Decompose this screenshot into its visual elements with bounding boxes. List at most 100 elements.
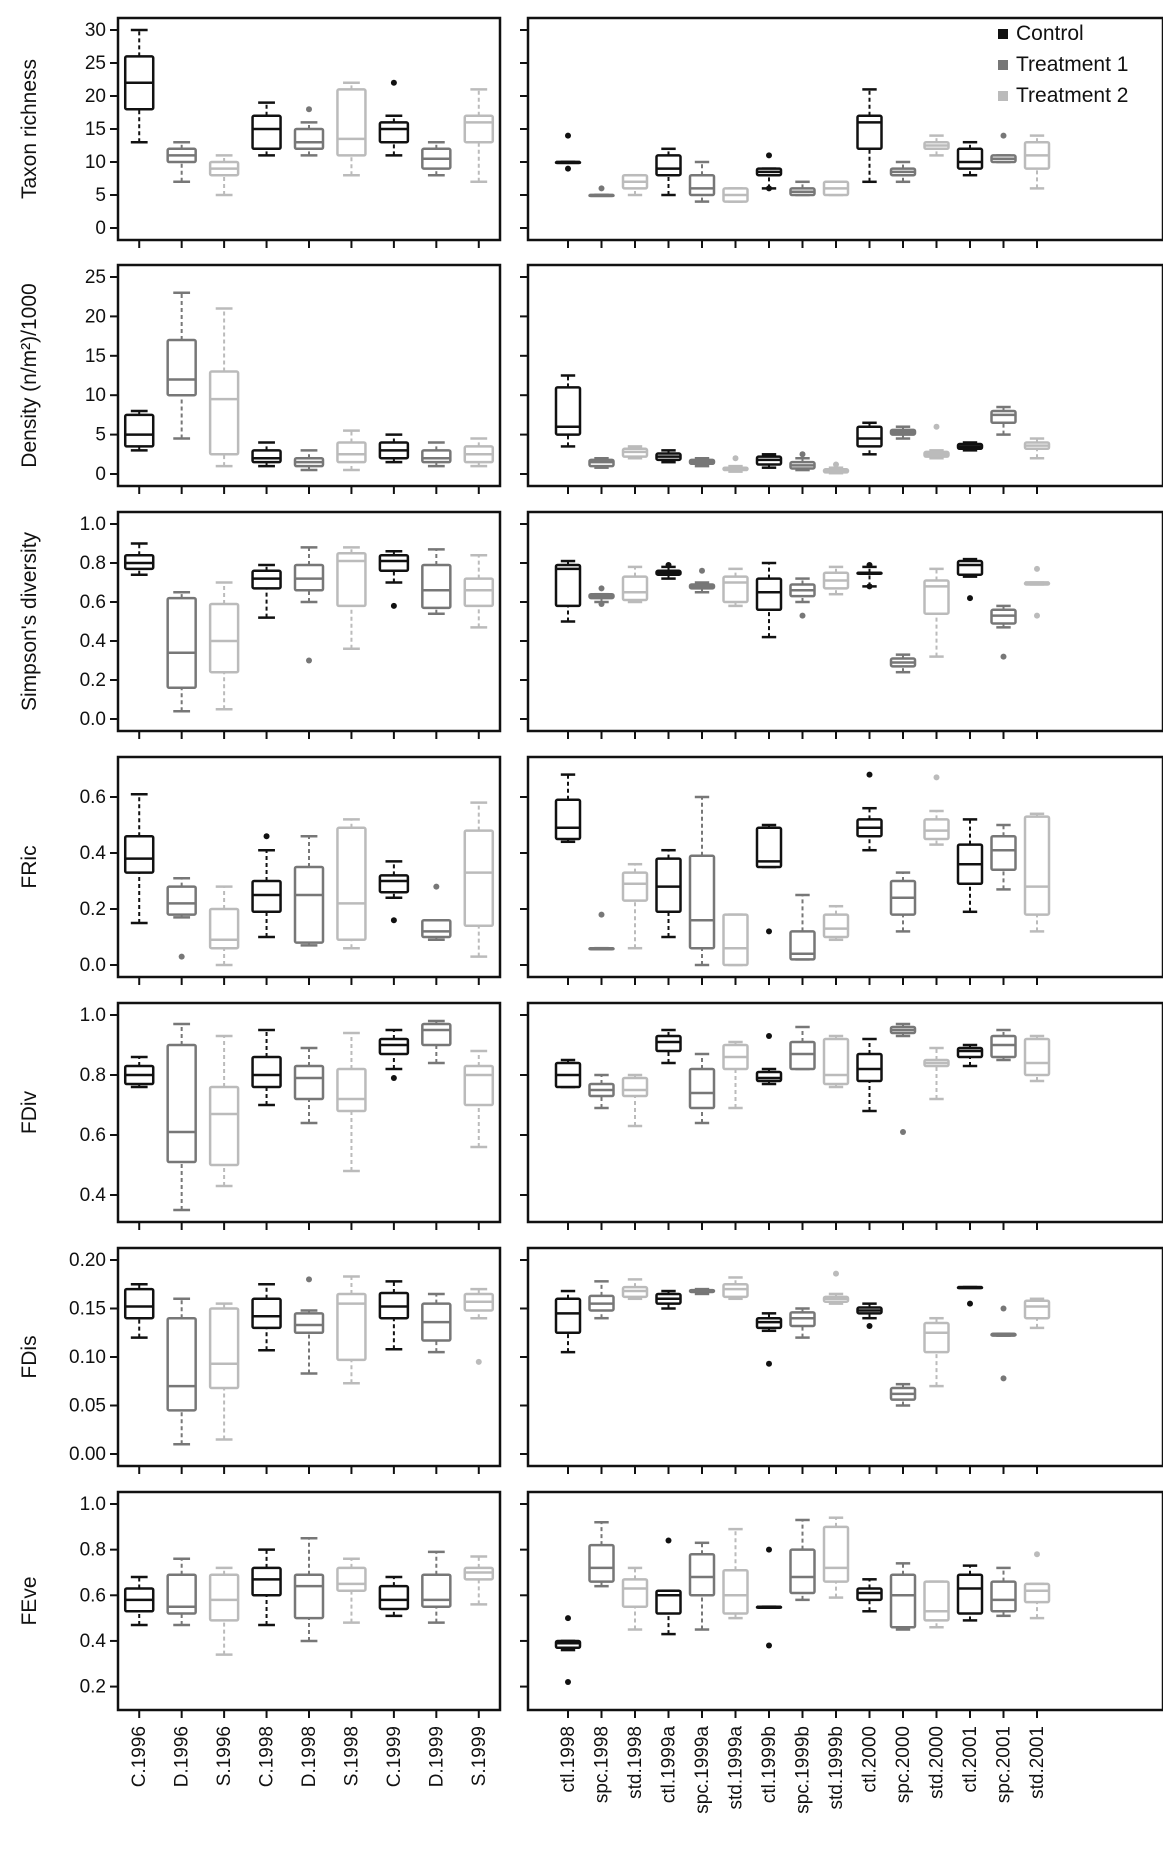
box-D.1996 [166,591,197,713]
outlier-point [598,185,605,192]
outlier-point [766,1360,772,1367]
box-spc.1999b [789,893,816,961]
box-std.1998 [621,1278,649,1301]
box [336,1292,367,1362]
y-axis-label: FDis [18,1335,41,1378]
box [208,1307,240,1390]
box-C.1999 [378,550,410,609]
box-spc.2001 [990,1028,1017,1062]
box-C.1998 [251,1028,282,1107]
box-C.1998 [251,1548,282,1627]
box-C.1996 [123,1575,155,1627]
outlier-point [866,1322,873,1329]
x-category-label-right: spc.1998 [592,1726,613,1803]
box-std.1999a [722,1276,749,1301]
box-D.1996 [166,140,197,184]
box-ctl.1998 [554,559,582,623]
box-ctl.1998 [554,1615,582,1686]
y-axis-label: FDiv [18,1090,41,1134]
box [822,1525,850,1583]
box-C.1999 [378,860,410,924]
y-tick-label: 15 [85,346,106,367]
x-category-label: S.1996 [214,1726,235,1786]
y-tick-label: 0.00 [69,1444,106,1465]
legend-label: Control [1016,22,1084,45]
box [722,913,749,967]
y-tick-label: 0.8 [80,553,106,574]
box-std.2000 [923,1580,950,1629]
box-S.1998 [336,1557,367,1624]
box [1023,1299,1051,1320]
box-ctl.1999a [655,1537,682,1636]
outlier-point [390,917,397,924]
box-ctl.2001 [956,1285,984,1307]
box-spc.1999b [789,1307,816,1339]
box-S.1999 [463,88,495,184]
y-tick-label: 15 [85,119,106,140]
box-ctl.1999a [655,449,682,464]
box-D.1998 [293,1276,325,1375]
outlier-point [263,833,270,840]
box [166,338,197,397]
box-std.1999a [722,913,749,967]
box [688,854,716,950]
outlier-point [866,771,873,778]
box-std.2000 [923,567,950,658]
y-tick-label: 5 [95,185,106,206]
box-spc.1998 [588,1521,615,1588]
box-std.2000 [923,1316,950,1388]
box-ctl.1999a [655,848,682,939]
box-spc.1999a [688,456,716,468]
box [293,1573,325,1620]
box [856,1052,883,1083]
outlier-point [598,585,605,592]
box-D.1996 [166,876,197,960]
box-ctl.1998 [554,374,582,448]
outlier-point [766,1642,772,1649]
y-tick-label: 0.0 [80,955,106,976]
box-C.1996 [123,542,155,576]
y-tick-label: 0.8 [80,1540,106,1561]
box [621,1578,649,1608]
box [166,1316,197,1412]
outlier-point [598,600,605,607]
box-S.1998 [336,818,367,950]
box-D.1999 [421,1019,452,1065]
box [421,918,452,939]
box-S.1999 [463,1287,495,1365]
box-ctl.1999a [655,1028,682,1065]
y-axis-label: FRic [18,845,41,888]
box-C.1996 [123,1055,155,1089]
outlier-point [565,1615,571,1622]
box-S.1998 [336,546,367,651]
legend-label: Treatment 2 [1016,84,1128,107]
box-S.1996 [208,154,240,197]
box-D.1996 [166,1557,197,1627]
box-D.1998 [293,546,325,664]
box [378,121,410,144]
box-ctl.2001 [956,441,984,452]
box-D.1999 [421,883,452,942]
box [621,575,649,602]
x-category-label-right: spc.2000 [893,1726,914,1803]
box-spc.2000 [889,653,917,674]
box-D.1999 [421,1550,452,1624]
box [123,834,155,874]
box-D.1998 [293,1536,325,1643]
box [655,154,682,177]
box-std.1999b [822,1516,850,1599]
box [336,1067,367,1113]
box-S.1996 [208,1566,240,1656]
box [990,834,1017,872]
box-std.2000 [923,774,950,846]
outlier-point [866,583,873,590]
box-ctl.2001 [956,140,984,177]
outlier-point [306,657,312,664]
box [1023,1037,1051,1077]
box [722,1568,749,1615]
box [251,1055,282,1089]
outlier-point [1000,132,1007,139]
box-ctl.1999b [755,453,783,469]
box-spc.2000 [889,1382,917,1407]
box [208,602,240,674]
